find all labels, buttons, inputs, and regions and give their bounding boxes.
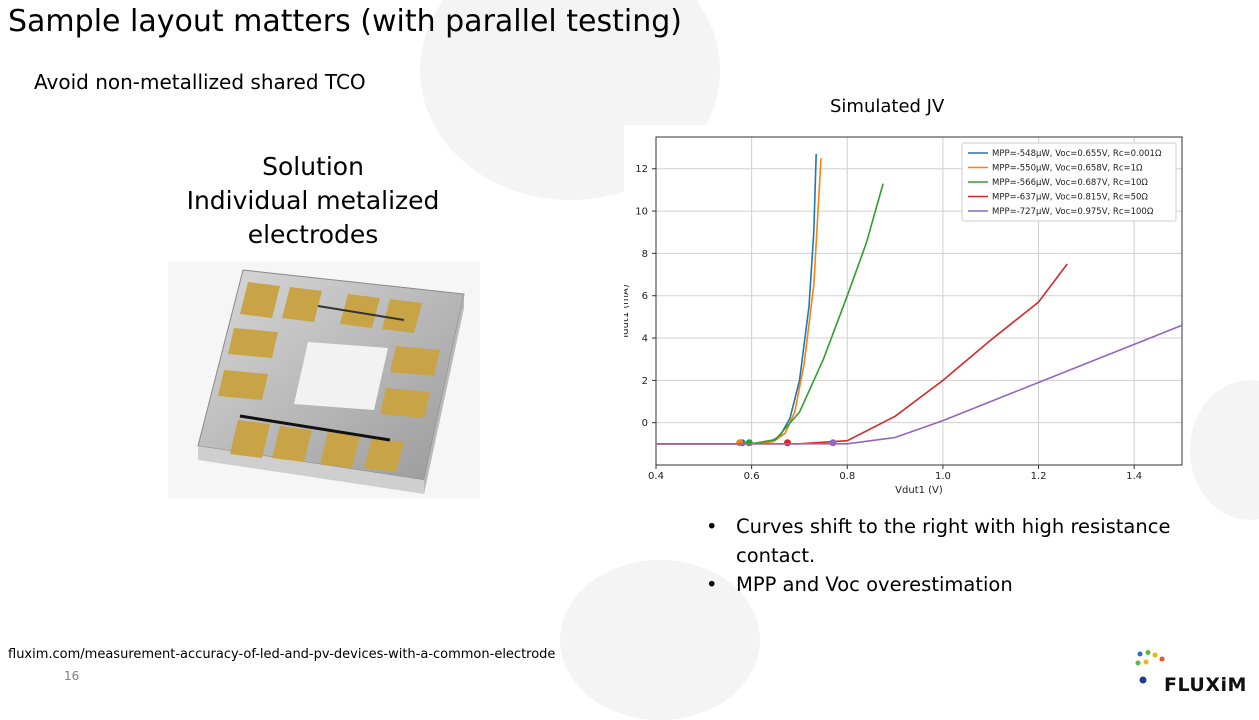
- electrode-pad: [282, 287, 322, 322]
- x-tick-label: 0.8: [839, 471, 855, 482]
- electrode-pad: [230, 420, 270, 458]
- y-tick-label: 2: [642, 376, 648, 387]
- footer-link[interactable]: fluxim.com/measurement-accuracy-of-led-a…: [8, 647, 556, 662]
- legend-entry: MPP=-727µW, Voc=0.975V, Rc=100Ω: [992, 207, 1154, 217]
- x-tick-label: 1.0: [935, 471, 951, 482]
- mpp-marker: [784, 439, 791, 447]
- electrode-pad: [382, 299, 422, 333]
- y-tick-label: 4: [642, 334, 648, 345]
- mpp-marker: [736, 439, 744, 447]
- electrode-pad: [272, 426, 312, 462]
- logo-text: FLUXiM: [1164, 674, 1247, 696]
- x-tick-label: 0.4: [648, 471, 664, 482]
- jv-chart: 0.4 0.6 0.8 1.0 1.2 1.4 0 2 4 6 8 10 12 Vdut1 (V) Idut…: [624, 125, 1186, 497]
- plot-caption: Simulated JV: [830, 96, 945, 117]
- electrode-pad: [320, 432, 360, 468]
- background-swoosh: [1190, 380, 1259, 520]
- electrode-pad: [364, 438, 404, 472]
- legend-entry: MPP=-566µW, Voc=0.687V, Rc=10Ω: [992, 178, 1148, 188]
- mpp-marker: [745, 439, 753, 447]
- legend-entry: MPP=-548µW, Voc=0.655V, Rc=0.001Ω: [992, 149, 1162, 159]
- bullet-list: Curves shift to the right with high resi…: [706, 512, 1226, 599]
- y-tick-label: 8: [642, 249, 648, 260]
- x-tick-label: 0.6: [744, 471, 760, 482]
- bullet-item: MPP and Voc overestimation: [706, 570, 1226, 599]
- electrode-pad: [218, 370, 268, 400]
- bullet-item: Curves shift to the right with high resi…: [706, 512, 1226, 570]
- y-tick-label: 0: [642, 418, 648, 429]
- active-area: [294, 342, 388, 410]
- slide-title: Sample layout matters (with parallel tes…: [8, 4, 682, 39]
- scribe-line: [317, 305, 405, 321]
- plot-frame: [655, 136, 1183, 466]
- subtitle: Avoid non-metallized shared TCO: [34, 70, 366, 94]
- electrode-pad: [340, 294, 380, 328]
- y-tick-label: 6: [642, 291, 648, 302]
- solution-block: Solution Individual metalized electrodes: [128, 150, 498, 252]
- series-line: [656, 324, 1183, 445]
- glass-edge: [198, 446, 424, 494]
- scribe-line: [239, 414, 391, 442]
- x-tick-label: 1.2: [1031, 471, 1047, 482]
- electrode-pad: [240, 282, 280, 318]
- legend-entry: MPP=-550µW, Voc=0.658V, Rc=1Ω: [992, 164, 1143, 174]
- legend-entry: MPP=-637µW, Voc=0.815V, Rc=50Ω: [992, 193, 1148, 203]
- legend-box: [961, 142, 1177, 222]
- device-image: [168, 262, 480, 498]
- electrode-pad: [390, 346, 440, 376]
- solution-heading: Solution: [262, 152, 364, 181]
- electrode-pad: [228, 328, 278, 358]
- page-number: 16: [64, 669, 80, 683]
- y-axis-label: Idut1 (mA): [624, 284, 631, 338]
- electrode-pad: [380, 388, 430, 418]
- x-axis-label: Vdut1 (V): [895, 485, 943, 496]
- y-tick-label: 10: [635, 207, 648, 218]
- fluxim-logo-icon: [1135, 650, 1165, 684]
- glass-edge: [424, 294, 464, 494]
- y-tick-label: 12: [635, 164, 648, 175]
- mpp-marker: [829, 439, 837, 447]
- x-tick-label: 1.4: [1126, 471, 1142, 482]
- fluxim-logo: FLUXiM: [1134, 650, 1254, 696]
- solution-text: Individual metalized electrodes: [186, 186, 440, 249]
